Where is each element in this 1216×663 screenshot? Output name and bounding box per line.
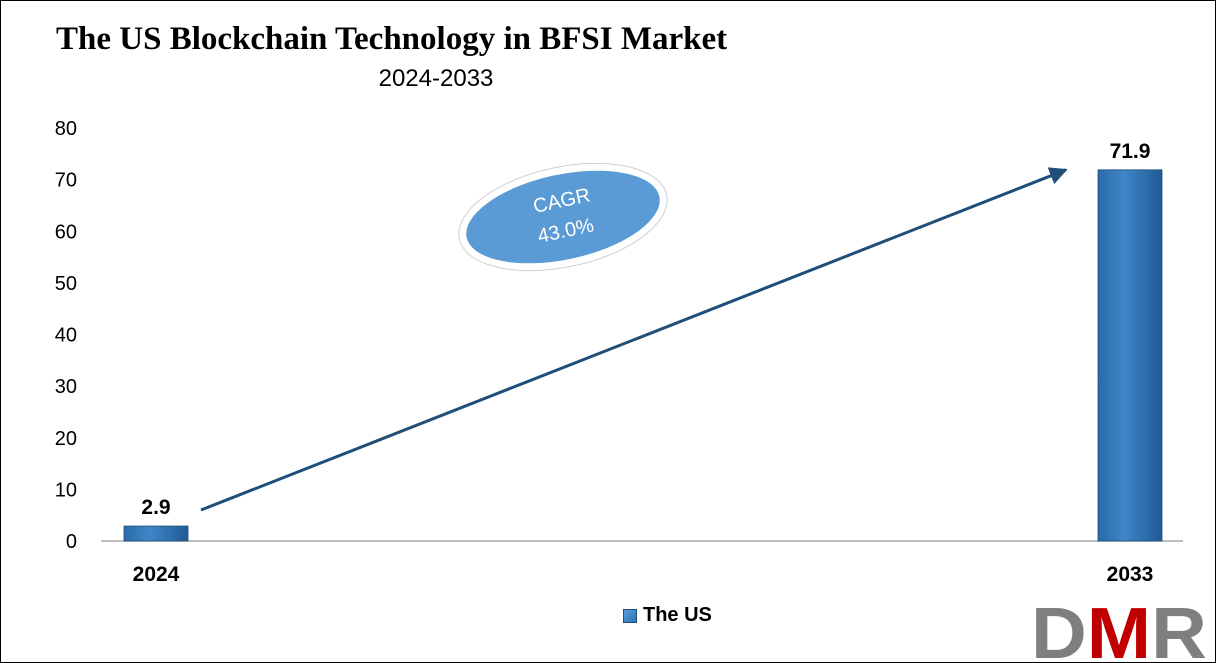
legend: The US	[623, 604, 712, 627]
chart-subtitle: 2024-2033	[378, 65, 494, 92]
y-tick-label: 10	[55, 479, 77, 501]
y-tick-label: 80	[55, 118, 77, 140]
svg-text:DMR: DMR	[1031, 598, 1207, 662]
legend-swatch	[623, 608, 637, 623]
x-tick-label: 2033	[1107, 563, 1154, 586]
y-tick-label: 50	[55, 273, 77, 295]
y-tick-label: 60	[55, 221, 77, 243]
y-tick-label: 0	[66, 531, 77, 553]
plot-area: 0 10 20 30 40 50 60 70 80 2.9 71.9 2024 2033 CAGR …	[55, 118, 1183, 586]
y-tick-label: 30	[55, 376, 77, 398]
data-label: 71.9	[1110, 140, 1151, 163]
y-tick-label: 70	[55, 170, 77, 192]
legend-label: The US	[643, 604, 712, 626]
bar	[1097, 169, 1163, 542]
trend-arrow	[200, 167, 1068, 512]
cagr-annotation: CAGR 43.0%	[458, 162, 668, 272]
dmr-logo: DMR	[1031, 598, 1207, 662]
x-tick-label: 2024	[133, 563, 180, 586]
chart-title: The US Blockchain Technology in BFSI Mar…	[56, 21, 728, 57]
y-tick-label: 20	[55, 428, 77, 450]
y-tick-label: 40	[55, 325, 77, 347]
bar	[123, 525, 189, 542]
data-label: 2.9	[141, 496, 170, 519]
